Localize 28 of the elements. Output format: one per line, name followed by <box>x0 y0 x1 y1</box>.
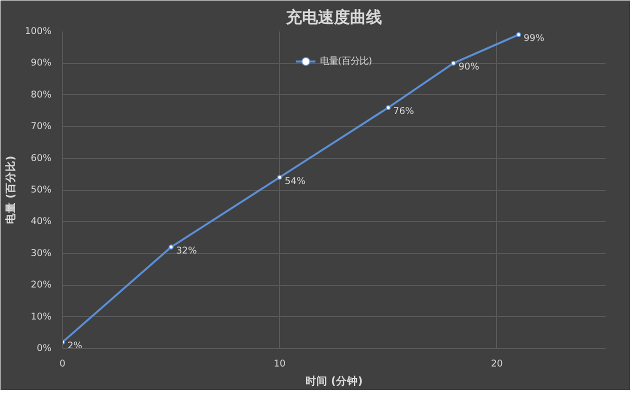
y-tick-label: 10% <box>30 311 52 322</box>
x-tick-label: 0 <box>60 358 66 370</box>
y-tick-label: 70% <box>30 121 52 132</box>
point <box>450 60 456 66</box>
y-tick-label: 100% <box>24 26 52 37</box>
y-tick-label: 30% <box>30 248 52 259</box>
y-tick-label: 40% <box>30 216 52 228</box>
point <box>277 174 282 180</box>
data-label: 76% <box>393 106 414 118</box>
x-tick-label: 20 <box>490 358 503 370</box>
point <box>516 32 522 38</box>
point <box>168 244 174 250</box>
y-tick-label: 90% <box>30 58 52 69</box>
data-label: 90% <box>458 62 480 73</box>
y-tick-label: 80% <box>30 89 52 100</box>
legend-label: 电量(百分比) <box>320 54 372 68</box>
y-axis-title: 电量 (百分比) <box>4 156 17 224</box>
chart-title: 充电速度曲线 <box>285 8 382 26</box>
x-tick-label: 10 <box>274 358 286 370</box>
data-label: 54% <box>284 176 306 187</box>
data-label: 99% <box>524 33 544 44</box>
data-label: 32% <box>176 246 197 257</box>
y-tick-label: 60% <box>30 152 52 164</box>
y-tick-label: 50% <box>30 184 52 196</box>
x-axis-title: 时间 (分钟) <box>305 374 363 388</box>
point <box>386 105 391 110</box>
y-tick-label: 20% <box>30 280 52 291</box>
y-tick-label: 0% <box>36 343 52 354</box>
